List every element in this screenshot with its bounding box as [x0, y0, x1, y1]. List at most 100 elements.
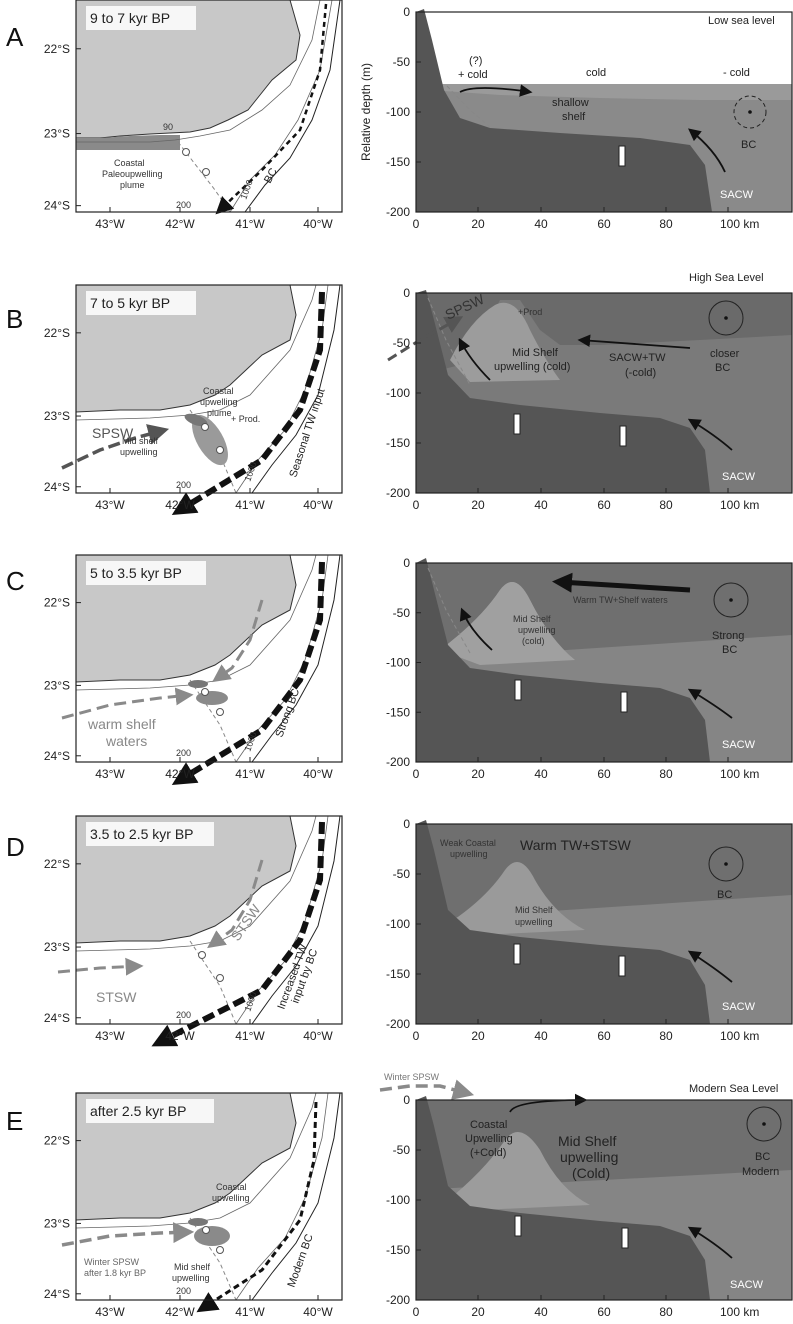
map-label: plume — [207, 408, 232, 418]
map-label: Coastal — [203, 386, 234, 396]
distance-tick-label: 60 — [597, 498, 611, 512]
distance-tick-label: 0 — [413, 1029, 420, 1043]
lon-tick-label: 43°W — [95, 767, 125, 781]
distance-tick-label: 100 km — [720, 767, 759, 781]
section-label: BC — [717, 889, 732, 901]
section-label: BC — [722, 644, 737, 656]
section-label: Weak Coastal — [440, 838, 496, 848]
lat-tick-label: 23°S — [44, 940, 70, 954]
distance-tick-label: 80 — [659, 1305, 673, 1319]
iso-label: 200 — [176, 480, 191, 490]
map-label: upwelling — [120, 447, 158, 457]
distance-tick-label: 0 — [413, 498, 420, 512]
section-label: SACW — [722, 1001, 756, 1013]
section-a: Low sea level (?) + cold cold - cold sha… — [415, 9, 793, 213]
bc-circle — [713, 582, 749, 618]
distance-tick-label: 20 — [471, 1305, 485, 1319]
map-a: 9 to 7 kyr BP Coastal Paleoupwelling plu… — [75, 0, 343, 215]
lat-tick-label: 23°S — [44, 409, 70, 423]
section-label: closer — [710, 348, 740, 360]
section-label: Modern — [742, 1166, 779, 1178]
period-label: 9 to 7 kyr BP — [90, 10, 170, 26]
bc-circle — [733, 95, 767, 129]
lon-tick-label: 40°W — [303, 767, 333, 781]
lon-tick-label: 41°W — [235, 1029, 265, 1043]
bathymetry — [416, 290, 710, 493]
lat-tick-label: 22°S — [44, 42, 70, 56]
map-label: upwelling — [212, 1193, 250, 1203]
upwelling-plume-shade — [76, 135, 180, 150]
map-label: + Prod. — [231, 414, 260, 424]
lat-tick-label: 23°S — [44, 678, 70, 692]
sea-level-label: Low sea level — [708, 15, 775, 27]
core-site-marker — [621, 1227, 629, 1249]
section-label: BC — [715, 362, 730, 374]
core-site-marker — [620, 691, 628, 713]
lat-tick-label: 23°S — [44, 127, 70, 141]
lon-tick-label: 41°W — [235, 767, 265, 781]
map-c: 5 to 3.5 kyr BP warm shelf waters Strong… — [61, 554, 343, 785]
section-label: SACW — [730, 1279, 764, 1291]
depth-tick-label: -50 — [393, 1143, 411, 1157]
panel-a: A 9 to 7 kyr BP Coastal Paleoupwelling p… — [6, 0, 793, 215]
lat-tick-label: 24°S — [44, 1287, 70, 1301]
sea-level-label: Modern Sea Level — [689, 1083, 778, 1095]
depth-tick-label: -50 — [393, 336, 411, 350]
distance-tick-label: 100 km — [720, 498, 759, 512]
lon-tick-label: 42°W — [165, 1305, 195, 1319]
depth-tick-label: -150 — [386, 967, 410, 981]
panel-letter: A — [6, 22, 24, 52]
section-label: Mid Shelf — [558, 1133, 616, 1149]
mid-shelf-upwelling-patch — [194, 1226, 230, 1246]
core-site-marker — [619, 425, 627, 447]
depth-tick-label: -200 — [386, 755, 410, 769]
lon-tick-label: 40°W — [303, 1305, 333, 1319]
distance-tick-label: 0 — [413, 767, 420, 781]
depth-tick-label: -150 — [386, 436, 410, 450]
bc-current-arrow — [151, 821, 325, 1047]
depth-tick-label: -150 — [386, 155, 410, 169]
bc-circle — [708, 300, 744, 336]
lon-tick-label: 42°W — [165, 498, 195, 512]
map-label: Mid shelf — [122, 436, 159, 446]
depth-tick-label: -200 — [386, 1017, 410, 1031]
section-d: Weak Coastal upwelling Warm TW+STSW Mid … — [415, 820, 793, 1025]
map-label: Coastal — [114, 158, 145, 168]
distance-tick-label: 80 — [659, 767, 673, 781]
panel-d: D 3.5 to 2.5 kyr BP STSW STSW Increased … — [6, 815, 793, 1047]
depth-tick-label: -100 — [386, 656, 410, 670]
distance-tick-label: 40 — [534, 217, 548, 231]
depth-tick-label: 0 — [403, 5, 410, 19]
iso-label: 200 — [176, 200, 191, 210]
bc-current-arrow — [171, 291, 325, 515]
lat-tick-label: 24°S — [44, 199, 70, 213]
section-label: Coastal — [470, 1119, 507, 1131]
section-label: Mid Shelf — [512, 347, 559, 359]
section-label: - cold — [723, 67, 750, 79]
distance-tick-label: 20 — [471, 767, 485, 781]
lat-tick-label: 22°S — [44, 1134, 70, 1148]
distance-tick-label: 40 — [534, 498, 548, 512]
lon-tick-label: 43°W — [95, 217, 125, 231]
lat-tick-label: 24°S — [44, 1011, 70, 1025]
bathymetry — [416, 820, 710, 1024]
distance-tick-label: 100 km — [720, 1029, 759, 1043]
distance-tick-label: 0 — [413, 217, 420, 231]
map-label: after 1.8 kyr BP — [84, 1268, 146, 1278]
section-label: BC — [741, 139, 756, 151]
section-label: SACW — [722, 471, 756, 483]
section-label: Winter SPSW — [384, 1072, 440, 1082]
panel-e: E after 2.5 kyr BP Coastal upwelling Mid… — [6, 1072, 793, 1313]
section-label: upwelling — [518, 625, 556, 635]
section-label: (+Cold) — [470, 1147, 506, 1159]
map-label: waters — [105, 733, 147, 749]
core-site-marker — [514, 1215, 522, 1237]
core-site-marker — [618, 145, 626, 167]
lon-tick-label: 43°W — [95, 1029, 125, 1043]
depth-tick-label: -200 — [386, 486, 410, 500]
depth-tick-label: 0 — [403, 556, 410, 570]
bc-current-arrow — [171, 561, 325, 785]
section-label: shelf — [562, 111, 586, 123]
section-c: Warm TW+Shelf waters Mid Shelf upwelling… — [415, 558, 793, 763]
